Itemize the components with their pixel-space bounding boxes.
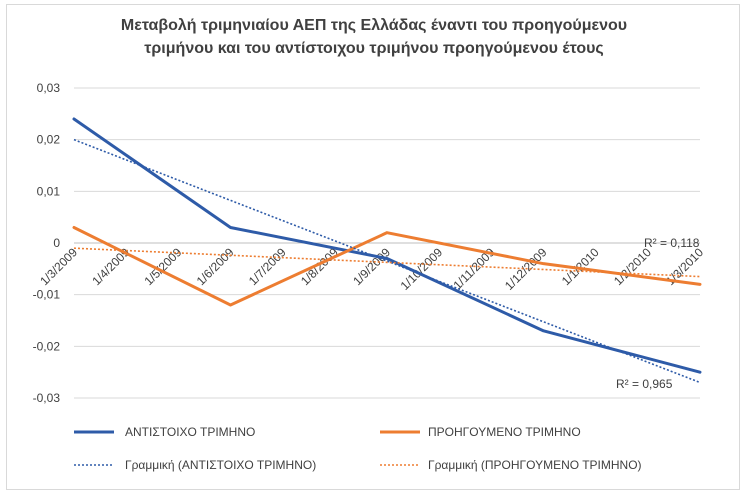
y-tick-label: 0 — [53, 236, 60, 250]
x-tick-label: 1/6/2009 — [194, 245, 237, 288]
y-tick-label: 0,02 — [37, 133, 61, 147]
r-squared-label-2: R² = 0,118 — [644, 236, 700, 250]
trendline-2 — [73, 247, 701, 278]
y-tick-label: -0,02 — [33, 339, 61, 353]
x-tick-label: 1/3/2009 — [37, 245, 80, 288]
y-tick-label: 0,01 — [37, 184, 61, 198]
x-tick-label: 1/4/2009 — [89, 245, 132, 288]
r-squared-label-1: R² = 0,965 — [616, 377, 673, 391]
y-tick-label: -0,03 — [33, 391, 61, 405]
y-tick-label: -0,01 — [33, 288, 61, 302]
chart-title-line-2: τριμήνου και του αντίστοιχου τριμήνου πρ… — [144, 40, 604, 57]
x-tick-label: 1/2/2010 — [611, 245, 654, 288]
chart-title: Μεταβολή τριμηνιαίου ΑΕΠ της Ελλάδας ένα… — [0, 14, 748, 60]
legend-label: Γραμμική (ΠΡΟΗΓΟΥΜΕΝΟ ΤΡΙΜΗΝΟ) — [428, 458, 642, 472]
legend-label: ΠΡΟΗΓΟΥΜΕΝΟ ΤΡΙΜΗΝΟ — [428, 425, 581, 439]
chart-frame — [6, 4, 740, 490]
x-tick-label: 1/8/2009 — [298, 245, 341, 288]
x-tick-label: 1/10/2009 — [398, 245, 446, 293]
chart-title-line-1: Μεταβολή τριμηνιαίου ΑΕΠ της Ελλάδας ένα… — [120, 17, 628, 34]
y-tick-label: 0,03 — [37, 81, 61, 95]
series-line-1 — [72, 117, 702, 374]
legend-label: ΑΝΤΙΣΤΟΙΧΟ ΤΡΙΜΗΝΟ — [125, 425, 255, 439]
legend-label: Γραμμική (ΑΝΤΙΣΤΟΙΧΟ ΤΡΙΜΗΝΟ) — [125, 458, 316, 472]
